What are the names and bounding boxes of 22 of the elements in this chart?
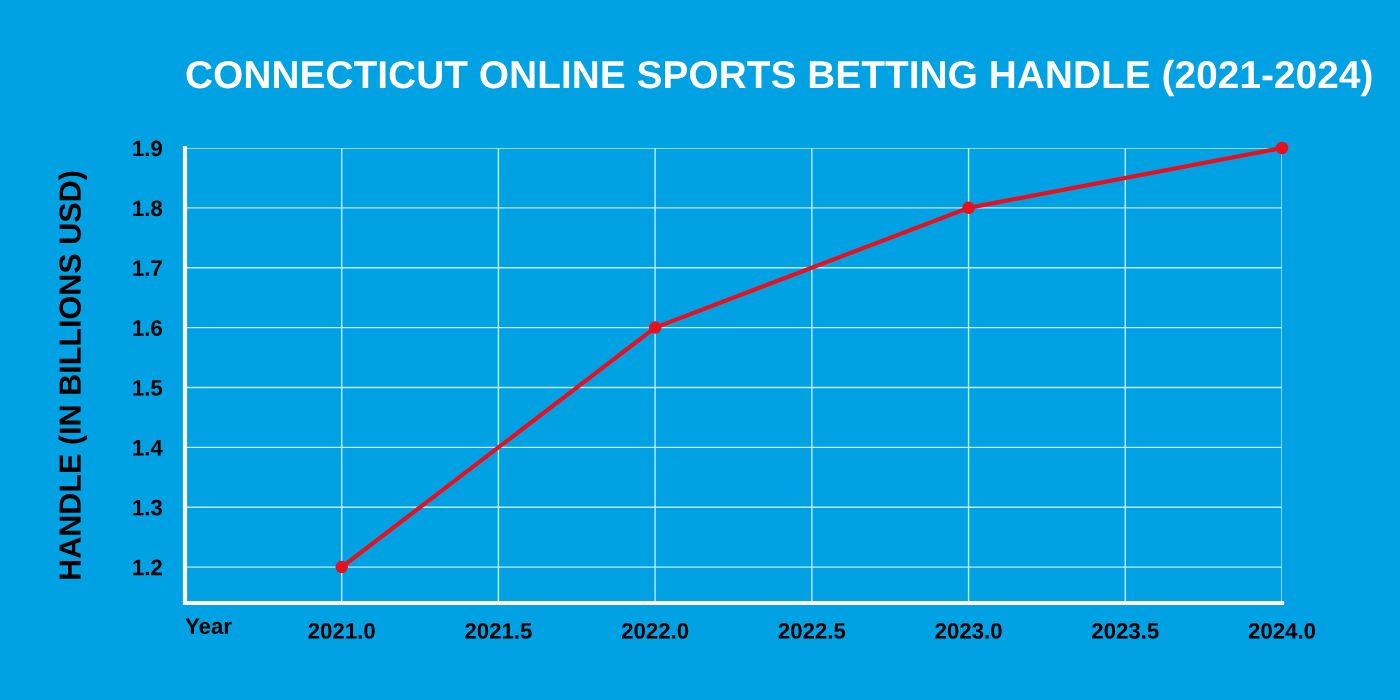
y-tick-label: 1.4 [133, 440, 163, 456]
y-axis-title: HANDLE (IN BILLIONS USD) [58, 171, 87, 579]
x-tick-label: 2022.5 [778, 623, 846, 639]
x-tick-label: 2023.5 [1092, 623, 1159, 639]
point [1275, 141, 1289, 155]
y-tick-label: 1.8 [133, 200, 163, 217]
point [648, 321, 662, 334]
x-tick-label: 2021.0 [308, 623, 375, 639]
point [962, 201, 975, 215]
y-tick-label: 1.7 [133, 260, 162, 276]
y-tick-label: 1.6 [133, 320, 162, 336]
x-axis-title: Year [185, 618, 232, 634]
y-tick-label: 1.5 [133, 380, 163, 396]
y-tick-label: 1.2 [133, 559, 162, 576]
x-tick-label: 2022.0 [621, 623, 689, 639]
x-tick-label: 2021.5 [465, 623, 532, 639]
x-tick-label: 2023.0 [935, 623, 1002, 639]
point [335, 560, 348, 574]
y-tick-label: 1.9 [133, 140, 162, 157]
chart-title: CONNECTICUT ONLINE SPORTS BETTING HANDLE (2021-2024) [186, 59, 1372, 97]
x-tick-label: 2024.0 [1248, 623, 1316, 639]
y-tick-label: 1.3 [133, 499, 162, 516]
